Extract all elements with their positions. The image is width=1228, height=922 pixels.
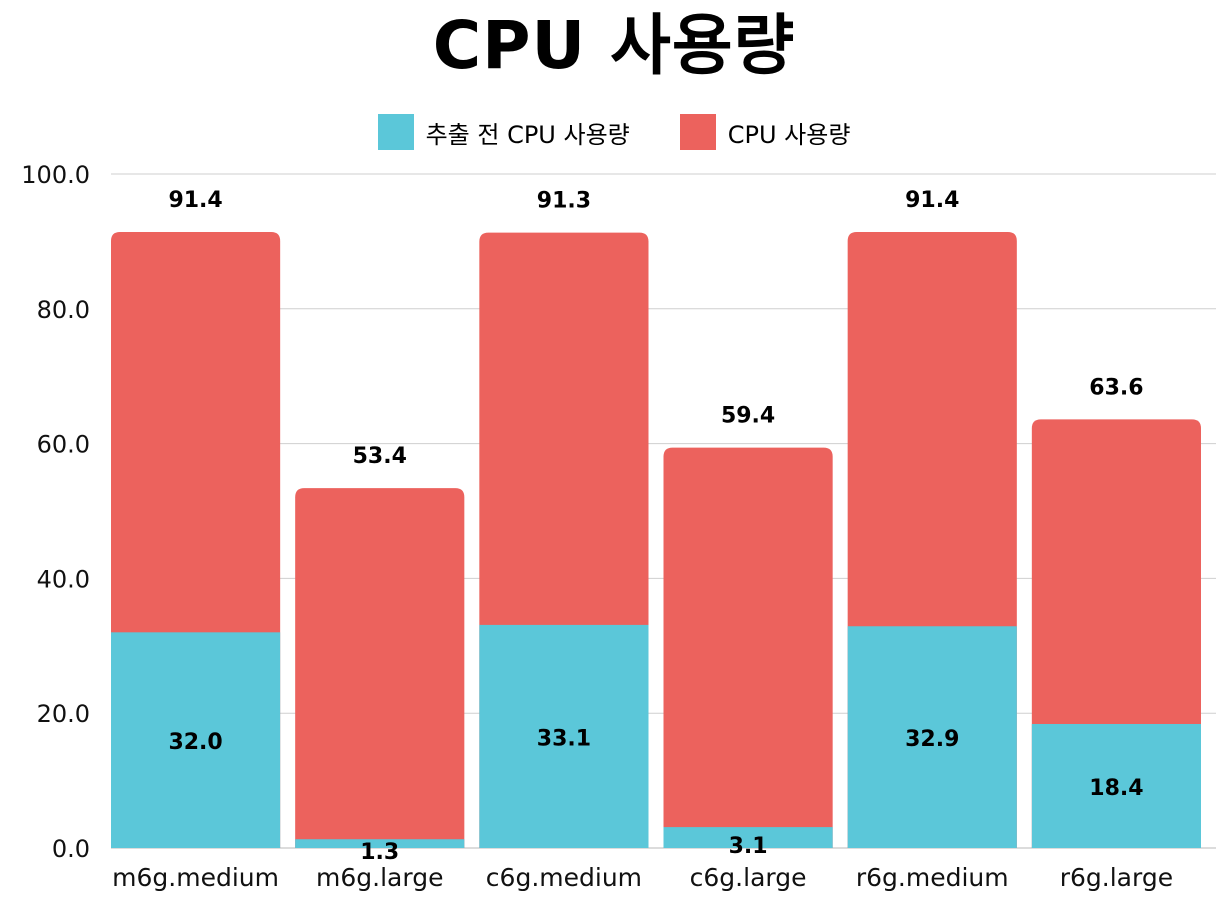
legend-item-before-extraction: 추출 전 CPU 사용량 <box>377 114 630 150</box>
y-tick-label: 100.0 <box>21 161 90 189</box>
y-tick-label: 60.0 <box>37 431 90 459</box>
bar-cpu-usage <box>295 488 465 848</box>
data-label-before-extraction: 32.9 <box>905 727 959 752</box>
bar-before-extraction <box>1031 723 1201 848</box>
legend-swatch-cpu-usage <box>679 114 716 150</box>
bar-before-extraction <box>847 626 1017 848</box>
legend-label-cpu-usage: CPU 사용량 <box>727 120 851 149</box>
data-label-cpu-usage: 91.4 <box>905 188 959 213</box>
x-category-label: r6g.large <box>1060 863 1173 892</box>
legend-label-before-extraction: 추출 전 CPU 사용량 <box>425 120 630 149</box>
legend-item-cpu-usage: CPU 사용량 <box>679 114 851 150</box>
data-label-cpu-usage: 91.3 <box>537 189 591 214</box>
data-label-before-extraction: 32.0 <box>168 730 222 755</box>
data-label-before-extraction: 3.1 <box>729 834 768 859</box>
x-category-label: m6g.large <box>316 863 443 892</box>
data-label-cpu-usage: 59.4 <box>721 404 775 429</box>
legend-swatch-before-extraction <box>377 114 414 150</box>
bar-before-extraction <box>663 827 833 848</box>
chart-legend: 추출 전 CPU 사용량 CPU 사용량 <box>0 112 1228 152</box>
y-tick-label: 80.0 <box>37 296 90 324</box>
x-category-label: m6g.medium <box>112 863 279 892</box>
x-category-label: c6g.medium <box>486 863 642 892</box>
bar-cpu-usage <box>663 447 833 848</box>
x-category-label: r6g.medium <box>856 863 1009 892</box>
data-label-cpu-usage: 63.6 <box>1089 375 1143 400</box>
data-label-before-extraction: 18.4 <box>1089 776 1143 801</box>
y-tick-label: 40.0 <box>37 565 90 593</box>
data-label-before-extraction: 33.1 <box>537 726 591 751</box>
chart-title: CPU 사용량 <box>432 7 796 84</box>
data-label-cpu-usage: 53.4 <box>353 444 407 469</box>
data-label-cpu-usage: 91.4 <box>168 188 222 213</box>
bar-before-extraction <box>295 839 465 848</box>
y-tick-label: 20.0 <box>37 700 90 728</box>
bar-before-extraction <box>111 632 281 848</box>
data-label-before-extraction: 1.3 <box>360 840 399 865</box>
bar-before-extraction <box>479 624 649 848</box>
x-category-label: c6g.large <box>690 863 807 892</box>
y-tick-label: 0.0 <box>52 835 90 863</box>
